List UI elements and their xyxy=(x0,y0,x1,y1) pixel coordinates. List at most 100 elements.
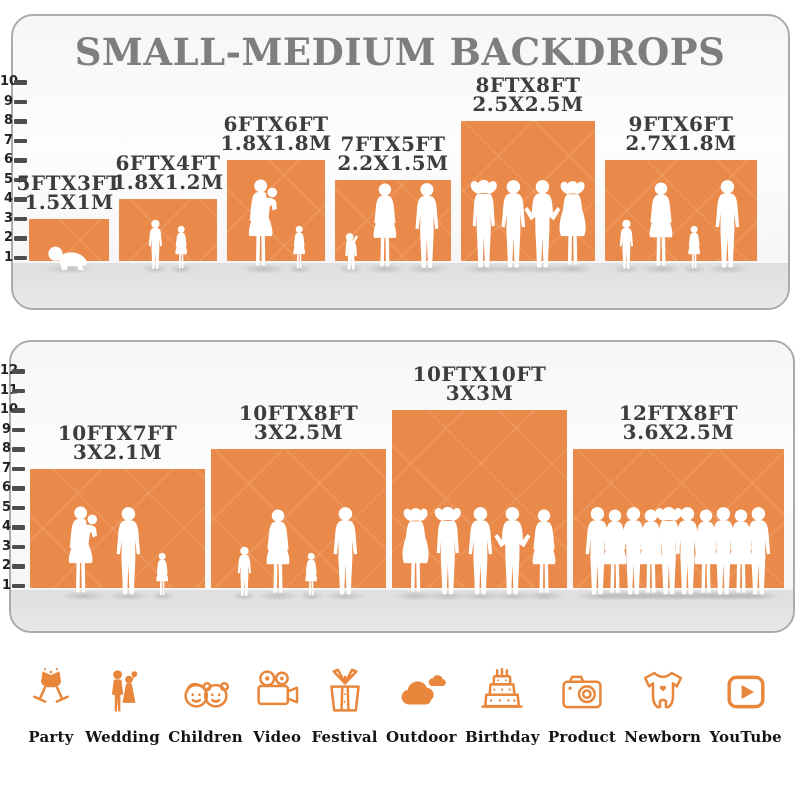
video-icon xyxy=(251,664,303,720)
ruler-tick xyxy=(14,80,27,85)
ruler-tick xyxy=(12,505,25,510)
backdrop-rect-12ftx8ft xyxy=(573,449,784,588)
ruler-number: 6 xyxy=(3,152,13,167)
category-outdoor: Outdoor xyxy=(386,664,457,746)
figure-shadow xyxy=(630,591,673,601)
backdrop-size-ft: 6FTX4FT xyxy=(115,151,221,175)
ground-strip xyxy=(13,263,788,308)
ruler-tick xyxy=(14,138,27,143)
figure-shadow xyxy=(550,264,594,274)
backdrop-size-ft: 6FTX6FT xyxy=(223,112,329,136)
figure-shadow xyxy=(490,591,534,601)
category-label: YouTube xyxy=(709,728,782,746)
party-icon xyxy=(25,664,77,720)
backdrop-size-label: 10FTX8FT 3X2.5M xyxy=(179,403,419,444)
silhouette-girl xyxy=(290,225,308,271)
category-youtube: YouTube xyxy=(709,664,782,746)
backdrop-size-m: 3X2.5M xyxy=(253,420,344,444)
ruler-tick xyxy=(14,236,27,241)
category-festival: Festival xyxy=(312,664,378,746)
category-label: Newborn xyxy=(624,728,702,746)
category-children: Children xyxy=(168,664,243,746)
backdrop-size-label: 5FTX3FT 1.5X1M xyxy=(0,170,189,212)
figure-shadow xyxy=(257,591,300,601)
ruler-tick xyxy=(14,177,27,182)
silhouette-man xyxy=(579,506,616,598)
figure-shadow xyxy=(681,264,707,274)
ruler-number: 4 xyxy=(1,519,11,534)
ruler-number: 10 xyxy=(0,402,19,417)
backdrop-size-label: 6FTX6FT 1.8X1.8M xyxy=(156,112,396,153)
figure-shadow xyxy=(706,264,749,274)
backdrop-size-m: 2.7X1.8M xyxy=(625,131,737,155)
category-label: Video xyxy=(253,728,302,746)
figure-shadow xyxy=(230,591,258,601)
silhouette-boy xyxy=(234,546,255,598)
ruler-tick xyxy=(14,99,27,104)
silhouette-man xyxy=(409,182,445,272)
ruler-tick xyxy=(14,216,27,221)
backdrop-rect-6ftx4ft xyxy=(119,199,217,261)
category-label: Festival xyxy=(311,728,378,746)
ruler-number: 2 xyxy=(1,558,11,573)
silhouette-man xyxy=(327,506,364,598)
figure-shadow xyxy=(60,591,108,601)
festival-icon xyxy=(319,664,371,720)
figure-shadow xyxy=(142,264,170,274)
silhouette-man xyxy=(740,506,777,598)
ruler-number: 2 xyxy=(3,230,13,245)
category-wedding: Wedding xyxy=(85,664,160,746)
silhouette-woman xyxy=(367,182,403,272)
category-label: Party xyxy=(28,728,74,746)
ruler-tick xyxy=(12,564,25,569)
backdrop-size-ft: 5FTX3FT xyxy=(16,170,122,195)
product-icon xyxy=(556,664,608,720)
category-label: Birthday xyxy=(465,728,540,746)
category-video: Video xyxy=(251,664,303,746)
figure-shadow xyxy=(684,591,727,601)
ruler-tick xyxy=(12,525,25,530)
category-label: Wedding xyxy=(85,728,160,746)
outdoor-icon xyxy=(395,664,447,720)
children-icon xyxy=(180,664,232,720)
ruler-number: 5 xyxy=(3,171,13,187)
silhouette-woman-baby xyxy=(63,505,104,598)
ruler-tick xyxy=(12,447,25,452)
figure-shadow xyxy=(594,591,637,601)
figure-shadow xyxy=(611,591,655,601)
silhouette-man xyxy=(705,506,742,598)
silhouette-woman xyxy=(526,508,562,598)
category-row: Party Wedding Children Video Festival Outdoor… xyxy=(25,664,782,746)
birthday-icon xyxy=(476,664,528,720)
silhouette-woman-pose xyxy=(554,178,591,271)
figure-shadow xyxy=(639,264,682,274)
figure-shadow xyxy=(426,591,471,601)
category-label: Outdoor xyxy=(386,728,457,746)
ruler-number: 8 xyxy=(3,113,13,128)
ruler-number: 1 xyxy=(3,249,13,265)
figure-shadow xyxy=(613,264,640,274)
silhouette-man-hips xyxy=(494,506,531,598)
silhouette-woman xyxy=(633,508,669,598)
silhouette-girl xyxy=(172,225,190,271)
backdrop-size-label: 8FTX8FT 2.5X2.5M xyxy=(408,75,648,114)
ruler-number: 8 xyxy=(1,441,11,456)
figure-shadow xyxy=(737,591,781,601)
ruler-tick xyxy=(12,408,25,413)
backdrop-size-ft: 7FTX5FT xyxy=(340,131,446,156)
ruler-number: 7 xyxy=(1,460,11,476)
youtube-icon xyxy=(720,664,772,720)
figure-shadow xyxy=(43,264,95,274)
ground-strip xyxy=(11,590,793,631)
silhouette-toddler xyxy=(341,231,361,271)
figure-shadow xyxy=(364,264,406,274)
figure-shadow xyxy=(459,591,502,601)
ruler-number: 6 xyxy=(1,480,11,495)
silhouette-man xyxy=(495,179,532,271)
silhouette-girl xyxy=(153,552,171,598)
ruler-tick xyxy=(12,369,25,374)
ruler-number: 11 xyxy=(0,382,19,398)
figure-shadow xyxy=(338,264,365,274)
backdrop-size-ft: 10FTX10FT xyxy=(412,362,547,386)
figure-shadow xyxy=(492,264,535,274)
